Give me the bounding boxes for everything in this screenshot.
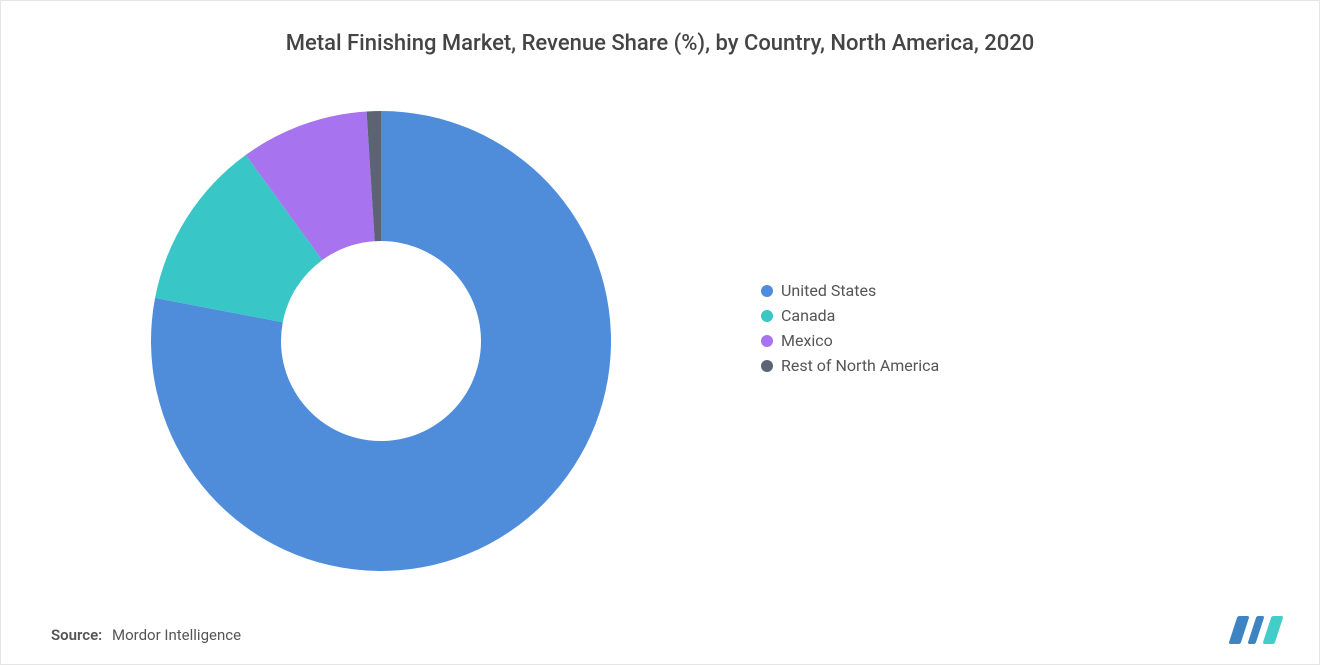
donut-chart bbox=[131, 91, 631, 591]
source-label: Source: bbox=[51, 626, 102, 644]
legend-label: Mexico bbox=[781, 331, 833, 350]
source-value: Mordor Intelligence bbox=[112, 626, 241, 644]
brand-logo-icon bbox=[1233, 616, 1289, 646]
legend-item: Rest of North America bbox=[761, 356, 939, 375]
legend-swatch-icon bbox=[761, 335, 773, 347]
logo-bar-3 bbox=[1262, 616, 1283, 644]
legend-label: Rest of North America bbox=[781, 356, 939, 375]
chart-container: Metal Finishing Market, Revenue Share (%… bbox=[0, 0, 1320, 665]
legend: United States Canada Mexico Rest of North A… bbox=[761, 281, 939, 381]
logo-bar-1 bbox=[1228, 616, 1249, 644]
legend-swatch-icon bbox=[761, 360, 773, 372]
legend-label: United States bbox=[781, 281, 876, 300]
legend-item: Canada bbox=[761, 306, 939, 325]
chart-title: Metal Finishing Market, Revenue Share (%… bbox=[1, 31, 1319, 56]
legend-label: Canada bbox=[781, 306, 835, 325]
legend-item: Mexico bbox=[761, 331, 939, 350]
legend-item: United States bbox=[761, 281, 939, 300]
source-line: Source: Mordor Intelligence bbox=[51, 626, 241, 644]
legend-swatch-icon bbox=[761, 310, 773, 322]
logo-bar-2 bbox=[1247, 616, 1264, 644]
legend-swatch-icon bbox=[761, 285, 773, 297]
